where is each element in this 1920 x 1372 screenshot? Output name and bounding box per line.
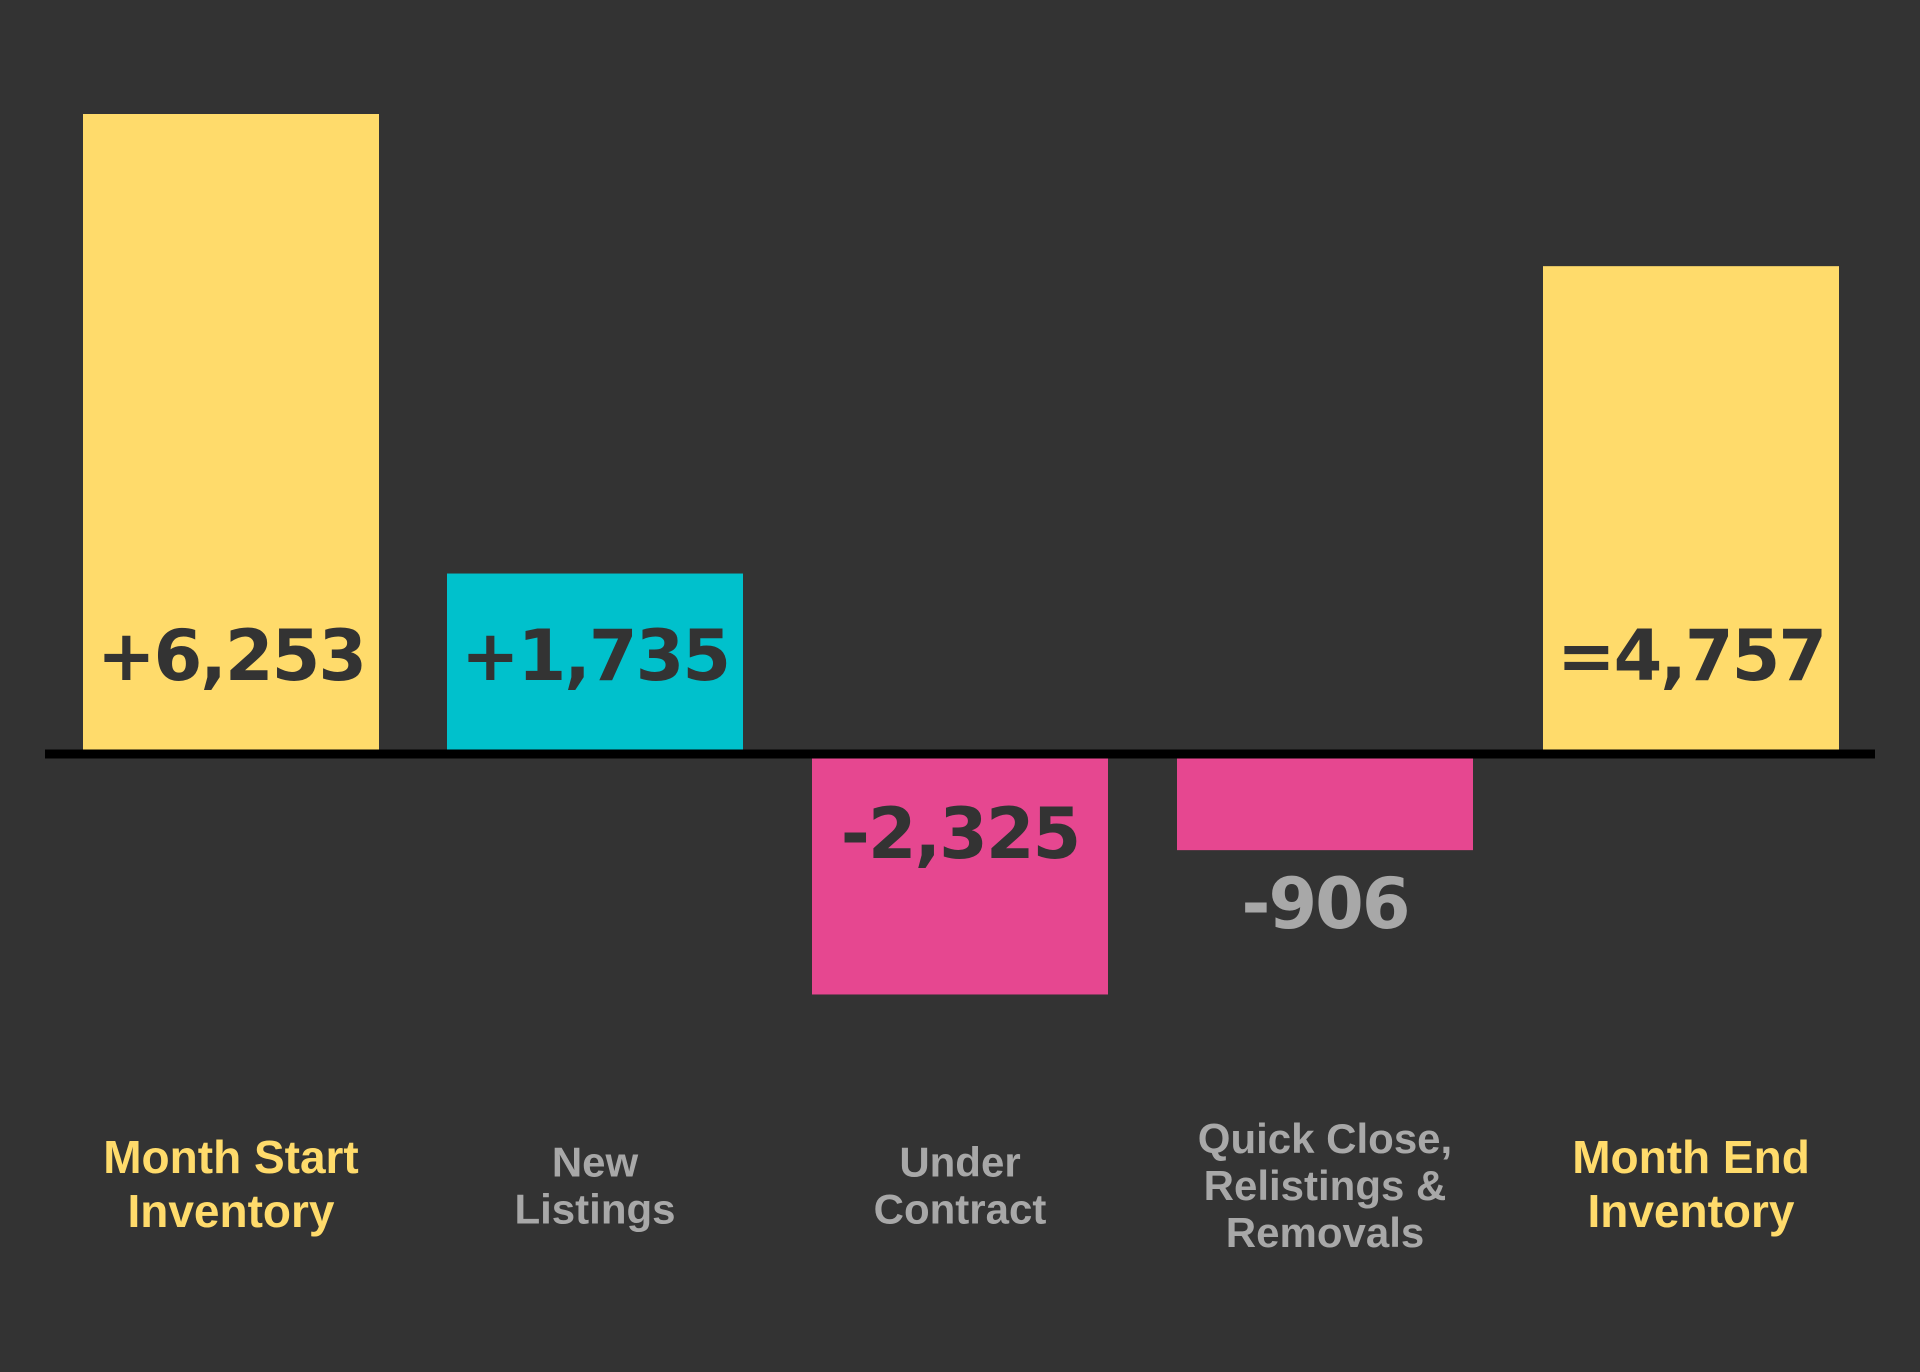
category-label-5: Month End Inventory — [1572, 1131, 1810, 1237]
bars-layer — [83, 114, 1839, 995]
category-label-2: New Listings — [514, 1139, 675, 1233]
value-label-1: +6,253 — [97, 615, 365, 697]
category-label-line: Removals — [1226, 1209, 1424, 1256]
category-label-line: Under — [899, 1139, 1020, 1186]
bar-3 — [812, 758, 1108, 995]
value-label-3: -2,325 — [841, 793, 1079, 875]
category-label-line: Relistings & — [1204, 1162, 1447, 1209]
bar-5 — [1543, 266, 1839, 750]
category-label-line: Inventory — [1587, 1185, 1794, 1237]
category-label-4: Quick Close, Relistings & Removals — [1198, 1115, 1452, 1256]
category-label-line: Listings — [514, 1186, 675, 1233]
category-label-line: Quick Close, — [1198, 1115, 1452, 1162]
category-label-line: Month Start — [103, 1131, 359, 1183]
value-label-2: +1,735 — [461, 615, 729, 697]
category-label-3: Under Contract — [874, 1139, 1047, 1233]
category-label-line: New — [552, 1139, 639, 1186]
bar-4 — [1177, 758, 1473, 851]
bar-2 — [447, 573, 743, 750]
category-label-line: Contract — [874, 1186, 1047, 1233]
bar-1 — [83, 114, 379, 750]
value-label-4: -906 — [1241, 863, 1408, 945]
value-label-5: =4,757 — [1557, 615, 1825, 697]
category-label-1: Month Start Inventory — [103, 1131, 359, 1237]
category-label-line: Month End — [1572, 1131, 1810, 1183]
value-labels-layer: +6,253 +1,735 -2,325 -906 =4,757 — [97, 615, 1827, 945]
category-label-line: Inventory — [127, 1185, 334, 1237]
